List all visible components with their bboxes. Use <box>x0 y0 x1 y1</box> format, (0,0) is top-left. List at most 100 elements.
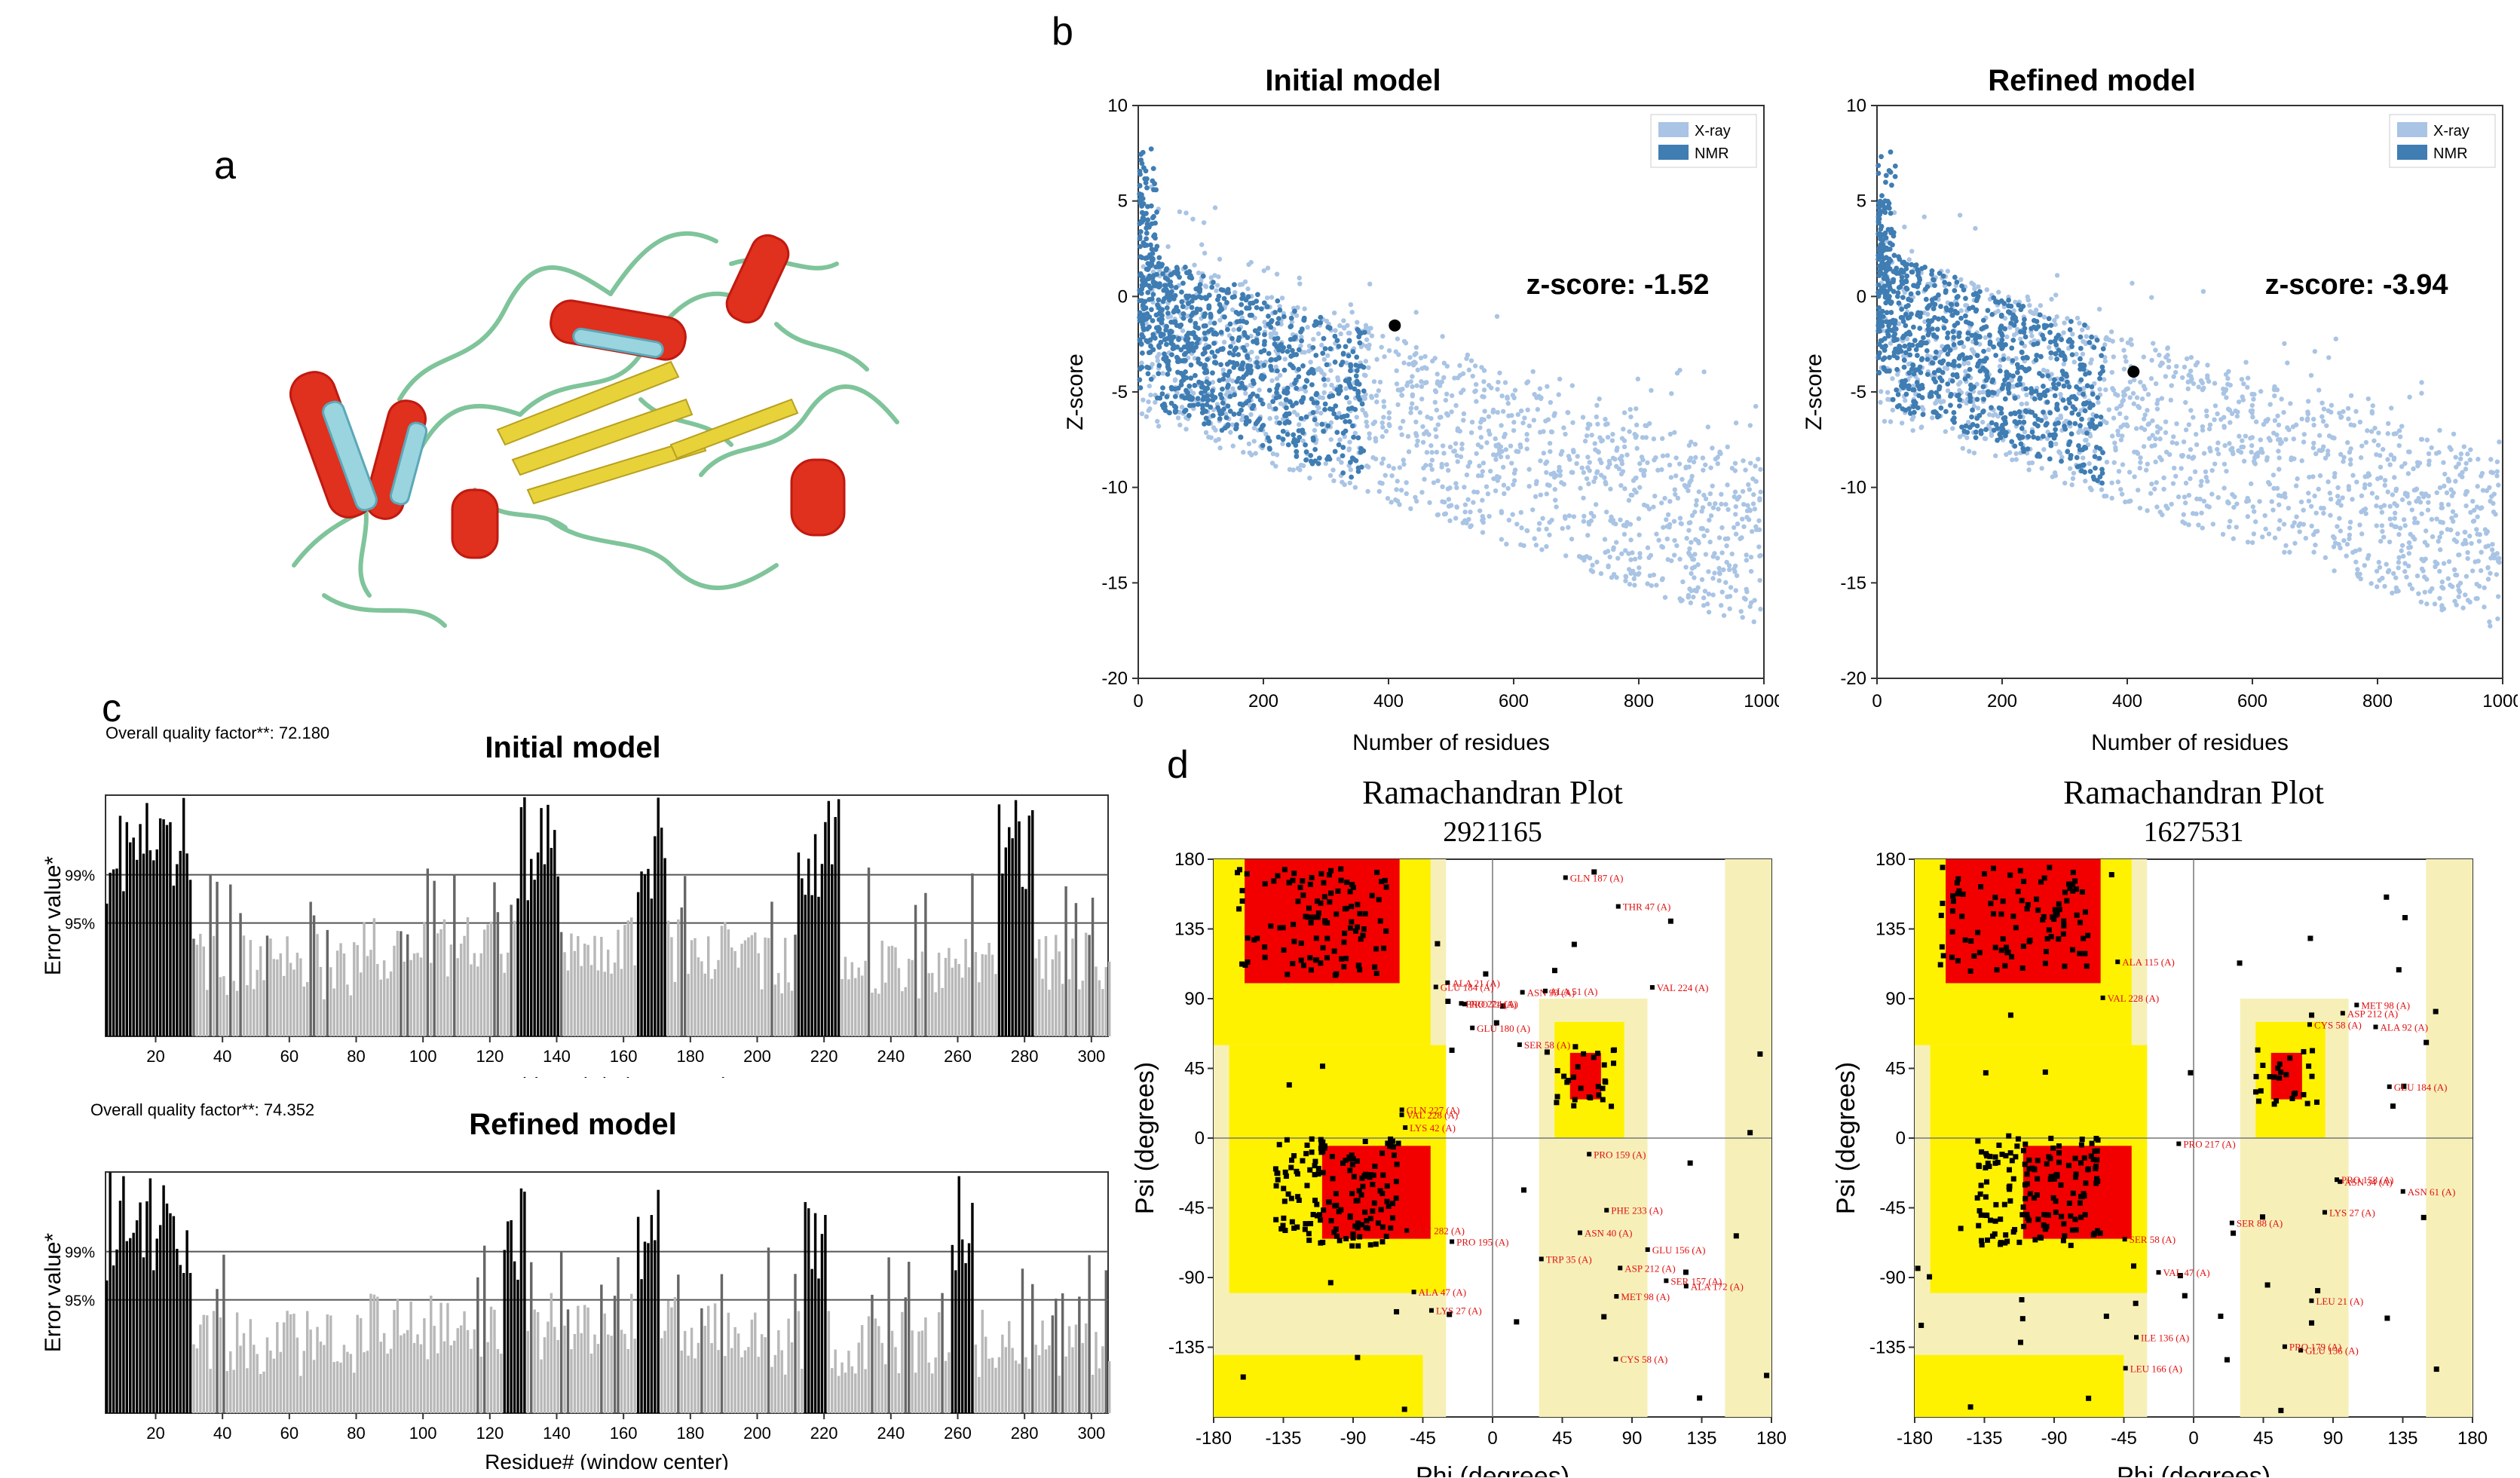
rama-points <box>1235 866 1770 1412</box>
errorplot-xtick-label: 280 <box>1011 1047 1039 1066</box>
rama-xtick-label: -90 <box>2041 1428 2068 1449</box>
zscore-marker <box>2127 366 2140 378</box>
errorplot-xtick-label: 260 <box>944 1047 972 1066</box>
zplot-ytick-label: -5 <box>1112 382 1128 402</box>
rama-subtitle: 1627531 <box>2144 816 2244 848</box>
outlier-point <box>2335 1177 2340 1183</box>
outlier-label: THR 47 (A) <box>1623 901 1671 913</box>
zplot-ytick-label: 5 <box>1118 191 1128 212</box>
panel-a-letter: a <box>214 144 236 188</box>
zscore-plot-initial: Initial model 0 200 400 600 800 1000 10 5 0 -5 -10 -… <box>1063 64 1779 755</box>
rama-ylabel: Psi (degrees) <box>1832 1062 1860 1214</box>
errorplot-xtick-label: 100 <box>409 1424 437 1443</box>
rama-ylabel: Psi (degrees) <box>1131 1062 1159 1214</box>
zscore-marker <box>1389 319 1401 332</box>
errorplot-xlabel: Residue# (window center) <box>485 1450 729 1470</box>
outlier-label: ASN 40 (A) <box>1585 1228 1633 1239</box>
outlier-point <box>1403 1125 1408 1131</box>
errorplot-xtick-label: 80 <box>347 1424 365 1443</box>
outlier-point <box>1613 1357 1618 1362</box>
outlier-label: LEU 21 (A) <box>2316 1296 2363 1307</box>
outlier-point <box>2282 1344 2287 1349</box>
legend-label-nmr: NMR <box>2433 145 2468 162</box>
errorplot-xtick-label: 40 <box>213 1424 231 1443</box>
errorplot-xtick-label: 280 <box>1011 1424 1039 1443</box>
outlier-label: TRP 35 (A) <box>1546 1253 1592 1265</box>
errorplot-xtick-label: 20 <box>146 1424 164 1443</box>
outlier-point <box>2307 1022 2312 1027</box>
errorplot-xtick-label: 240 <box>877 1424 905 1443</box>
zplot-ytick-label: -20 <box>1101 669 1128 689</box>
error-bars <box>106 1172 1111 1413</box>
errorplot-xtick-label: 60 <box>280 1047 299 1066</box>
outlier-label: PRO 179 (A) <box>2289 1342 2341 1353</box>
outlier-point <box>1604 1207 1609 1213</box>
outlier-point <box>1683 1284 1689 1289</box>
zscore-annotation: z-score: -1.52 <box>1526 269 1710 301</box>
errorplot-title: Refined model <box>469 1108 677 1141</box>
errorplot-xtick-label: 220 <box>810 1424 838 1443</box>
allowed-region-bottom <box>1915 1354 2124 1417</box>
errorplot-xtick-label: 180 <box>676 1424 704 1443</box>
zplot-xtick-label: 400 <box>2112 691 2142 711</box>
zplot-title: Initial model <box>1265 64 1441 97</box>
outlier-point <box>1520 990 1525 995</box>
errorplot-title: Initial model <box>485 731 660 764</box>
outlier-point <box>1649 985 1655 990</box>
outlier-point <box>1539 1256 1544 1262</box>
outlier-point <box>2298 1348 2304 1353</box>
outlier-point <box>1404 1228 1410 1233</box>
zplot-ytick-label: -10 <box>1840 478 1866 498</box>
outlier-point <box>1645 1247 1650 1252</box>
zplot-ytick-label: 0 <box>1857 286 1866 307</box>
outlier-label: VAL 228 (A) <box>2108 993 2160 1004</box>
errorplot-ylabel: Error value* <box>41 1232 66 1352</box>
outlier-point <box>1411 1290 1416 1295</box>
rama-xtick-label: -45 <box>1410 1428 1436 1449</box>
outlier-label: CYS 58 (A) <box>2314 1019 2362 1030</box>
rama-title: Ramachandran Plot <box>2063 774 2324 811</box>
zplot-ytick-label: 10 <box>1107 96 1128 116</box>
legend-swatch-nmr <box>1658 145 1689 160</box>
panel-b-letter: b <box>1052 10 1073 54</box>
rama-points <box>1915 864 2439 1413</box>
zplot-ytick-label: -10 <box>1101 478 1128 498</box>
outlier-label: PRO 217 (A) <box>2183 1138 2235 1149</box>
threshold-99-label: 99% <box>65 1245 95 1262</box>
zplot-ylabel: Z-score <box>1063 353 1088 430</box>
errorplot-xtick-label: 300 <box>1077 1424 1105 1443</box>
threshold-99-label: 99% <box>65 868 95 885</box>
legend-label-nmr: NMR <box>1695 145 1729 162</box>
errorplot-xlabel: Residue# (window center) <box>485 1073 729 1078</box>
outlier-point <box>1517 1042 1522 1048</box>
zplot-ytick-label: -15 <box>1840 573 1866 593</box>
rama-subtitle: 2921165 <box>1443 816 1542 848</box>
rama-ytick-label: -45 <box>1879 1198 1906 1219</box>
zplot-xlabel: Number of residues <box>2091 730 2289 755</box>
zplot-xtick-label: 200 <box>1987 691 2017 711</box>
zplot-ytick-label: 10 <box>1846 96 1866 116</box>
errorplot-xtick-label: 120 <box>476 1047 504 1066</box>
rama-ytick-label: 45 <box>1184 1059 1205 1079</box>
outlier-point <box>1399 1112 1404 1118</box>
zplot-frame <box>1138 105 1765 679</box>
outlier-label: SER 58 (A) <box>1524 1039 1570 1051</box>
rama-xtick-label: -135 <box>1265 1428 1301 1449</box>
outlier-point <box>2229 1220 2234 1226</box>
outlier-point <box>2373 1024 2378 1030</box>
legend-swatch-xray <box>2397 122 2427 137</box>
zplot-xtick-label: 0 <box>1133 691 1143 711</box>
ramachandran-plot-initial: Ramachandran Plot 2921165 VAL 228 (A) GLU 1… <box>1131 774 1787 1477</box>
rama-ytick-label: 0 <box>1896 1128 1906 1149</box>
rama-ytick-label: -45 <box>1178 1198 1205 1219</box>
errorplot-xtick-label: 260 <box>944 1424 972 1443</box>
errorplot-xtick-label: 120 <box>476 1424 504 1443</box>
outlier-label: SER 157 (A) <box>1670 1275 1722 1287</box>
outlier-label: LEU 166 (A) <box>2130 1363 2182 1374</box>
errorplot-xtick-label: 20 <box>146 1047 164 1066</box>
errorplot-xtick-label: 40 <box>213 1047 231 1066</box>
rama-ytick-label: 0 <box>1195 1128 1205 1149</box>
rama-xtick-label: -90 <box>1340 1428 1367 1449</box>
legend-label-xray: X-ray <box>1695 123 1731 139</box>
outlier-label: LYS 42 (A) <box>1410 1122 1456 1134</box>
